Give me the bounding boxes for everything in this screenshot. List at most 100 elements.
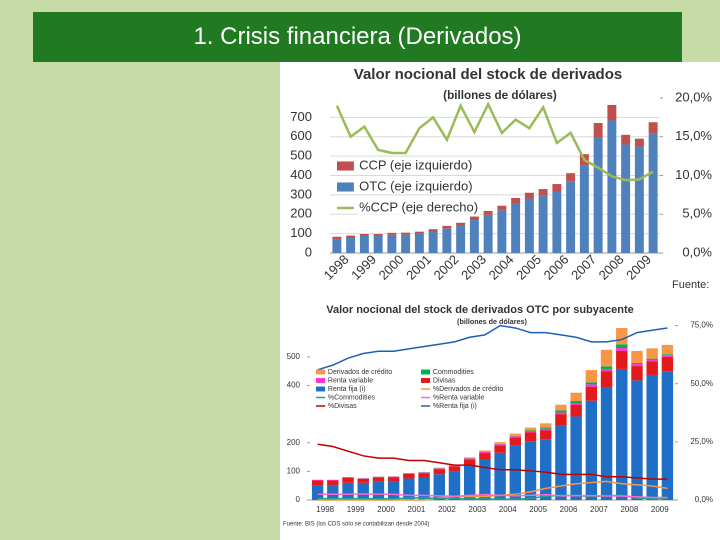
chart-subtitle: (billones de dólares) [457, 317, 527, 326]
bar-segment [600, 349, 613, 367]
bar-segment [387, 477, 400, 482]
bar-segment [342, 477, 354, 478]
bar-segment [357, 478, 369, 483]
bar-segment [494, 444, 506, 446]
bar-segment [428, 229, 438, 232]
bar-segment [403, 478, 415, 500]
bar-segment [372, 481, 385, 500]
bar-segment [342, 482, 354, 500]
bar-segment [631, 362, 643, 365]
bar-segment [332, 236, 342, 240]
y-tick-label: 100 [290, 225, 312, 240]
bar-segment [648, 133, 658, 253]
bar-segment [387, 476, 400, 478]
bar-segment [600, 368, 613, 372]
x-tick-label: 2004 [499, 505, 517, 514]
bar-segment [511, 197, 521, 204]
bar-segment [401, 234, 411, 253]
bar-segment [433, 467, 445, 469]
line-series [335, 101, 654, 182]
source-note: Fuente: BIS (los CDS sólo se contabiliza… [283, 522, 429, 528]
bar-segment [552, 184, 562, 191]
bar-segment [600, 387, 613, 500]
bar-segment [463, 458, 476, 460]
bar-segment [552, 191, 562, 253]
x-tick-label: 1999 [347, 505, 365, 514]
y2-tick-label: 50,0% [690, 379, 713, 388]
legend-swatch [337, 161, 354, 171]
bar-segment [327, 480, 339, 486]
bar-segment [540, 423, 552, 428]
bar-segment [414, 233, 424, 253]
x-tick-label: 2001 [408, 505, 426, 514]
y-tick-label: 600 [290, 128, 312, 143]
bar-segment [469, 216, 479, 221]
bar-segment [555, 410, 567, 413]
legend-label: Renta variable [328, 377, 373, 384]
bar-segment [357, 478, 369, 479]
bar-segment [570, 416, 582, 500]
bar-segment [524, 192, 534, 199]
y-tick-label: 0 [305, 244, 312, 259]
bar-segment [570, 404, 582, 417]
chart-title: Valor nocional del stock de derivados [354, 66, 622, 83]
bar-segment [497, 205, 507, 211]
bar-segment [616, 350, 628, 369]
bar-segment [494, 442, 506, 444]
legend-label: %Divisas [328, 403, 357, 410]
bar-segment [418, 473, 430, 478]
x-tick-label: 2005 [529, 505, 547, 514]
legend-label: Renta fija (i) [328, 386, 366, 393]
bar-segment [433, 469, 445, 475]
bar-segment [479, 453, 491, 460]
legend-swatch [421, 378, 431, 383]
y2-tick-label: 75,0% [690, 321, 713, 330]
bar-segment [448, 466, 461, 472]
bar-segment [661, 344, 674, 355]
y-tick-label: 300 [290, 186, 312, 201]
x-tick-label: 2003 [468, 505, 486, 514]
bar-segment [456, 225, 466, 253]
bar-segment [555, 412, 567, 415]
bar-segment [600, 371, 613, 388]
bar-segment [631, 366, 643, 381]
bar-segment [661, 356, 674, 372]
bar-segment [600, 366, 613, 369]
bar-segment [442, 225, 452, 229]
bar-segment [357, 482, 369, 500]
bar-segment [463, 459, 476, 466]
bar-segment [538, 195, 548, 253]
bar-segment [359, 234, 369, 236]
bar-segment [621, 134, 631, 145]
line-series [317, 480, 668, 501]
legend-swatch [316, 386, 326, 392]
bar-segment [524, 427, 537, 431]
x-tick-label: 2008 [620, 505, 638, 514]
line-series [317, 443, 668, 480]
bar-segment [448, 465, 461, 467]
bar-segment [311, 479, 324, 481]
bar-segment [570, 402, 582, 405]
bar-segment [497, 210, 507, 253]
bar-segment [479, 451, 491, 454]
bar-segment [387, 234, 397, 253]
y2-tick-label: 20,0% [675, 89, 712, 104]
bar-segment [418, 472, 430, 474]
bar-segment [579, 165, 589, 253]
bar-segment [621, 144, 631, 253]
bar-segment [585, 386, 598, 401]
legend-label: Derivados de crédito [328, 369, 392, 376]
y2-tick-label: 25,0% [690, 437, 713, 446]
bar-segment [509, 436, 522, 438]
bar-segment [346, 235, 356, 238]
bar-segment [403, 473, 415, 479]
y-tick-label: 700 [290, 109, 312, 124]
bar-segment [401, 232, 411, 235]
bar-segment [555, 425, 567, 500]
legend-bg [357, 199, 481, 215]
bar-segment [372, 476, 385, 478]
bar-segment [509, 437, 522, 446]
legend-label: %Commodities [328, 394, 376, 401]
y2-tick-label: 0,0% [695, 495, 713, 504]
